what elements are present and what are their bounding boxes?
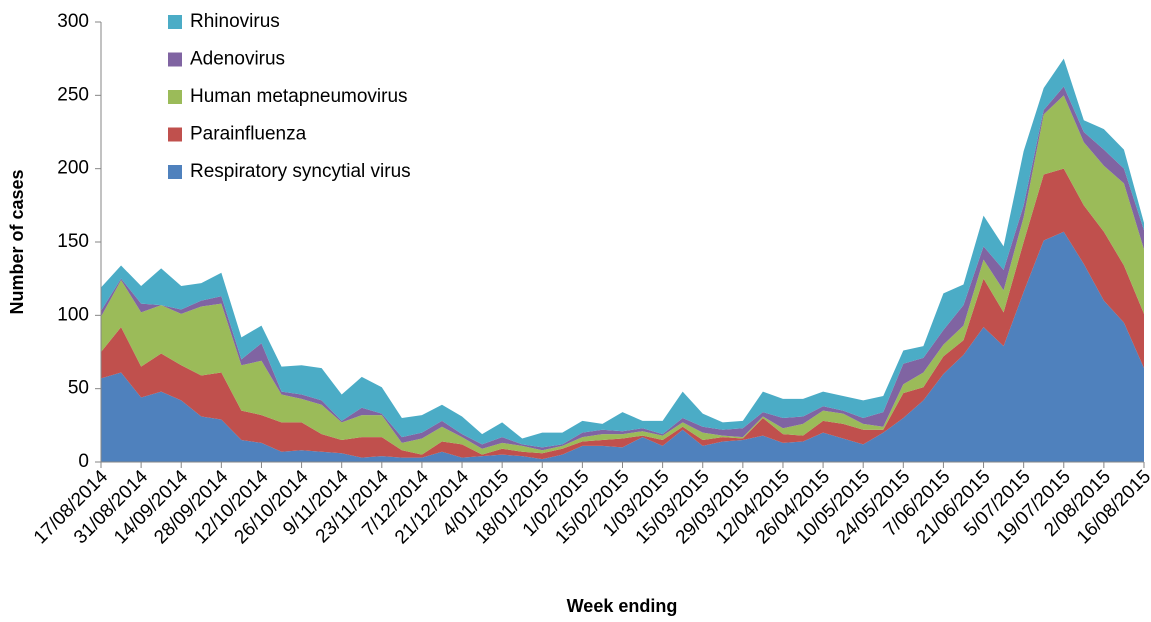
legend-label: Adenovirus (190, 49, 285, 70)
y-tick-label: 100 (57, 304, 89, 325)
area (101, 231, 1144, 462)
legend-label: Respiratory syncytial virus (190, 161, 411, 182)
y-axis-title: Number of cases (7, 169, 27, 314)
legend-swatch (168, 52, 182, 67)
y-tick-label: 250 (57, 84, 89, 105)
legend-swatch (168, 165, 182, 179)
legend-swatch (168, 15, 182, 29)
x-axis-title: Week ending (567, 596, 678, 616)
legend-swatch (168, 90, 182, 104)
legend-label: Human metapneumovirus (190, 86, 408, 107)
y-tick-label: 150 (57, 231, 89, 252)
y-tick-label: 200 (57, 158, 89, 179)
legend-label: Parainfluenza (190, 124, 307, 145)
area (101, 168, 1144, 460)
legend-label: Rhinovirus (190, 11, 280, 32)
y-tick-label: 0 (78, 451, 89, 472)
legend-swatch (168, 127, 182, 142)
y-tick-label: 300 (57, 11, 89, 32)
y-tick-label: 50 (68, 378, 89, 399)
